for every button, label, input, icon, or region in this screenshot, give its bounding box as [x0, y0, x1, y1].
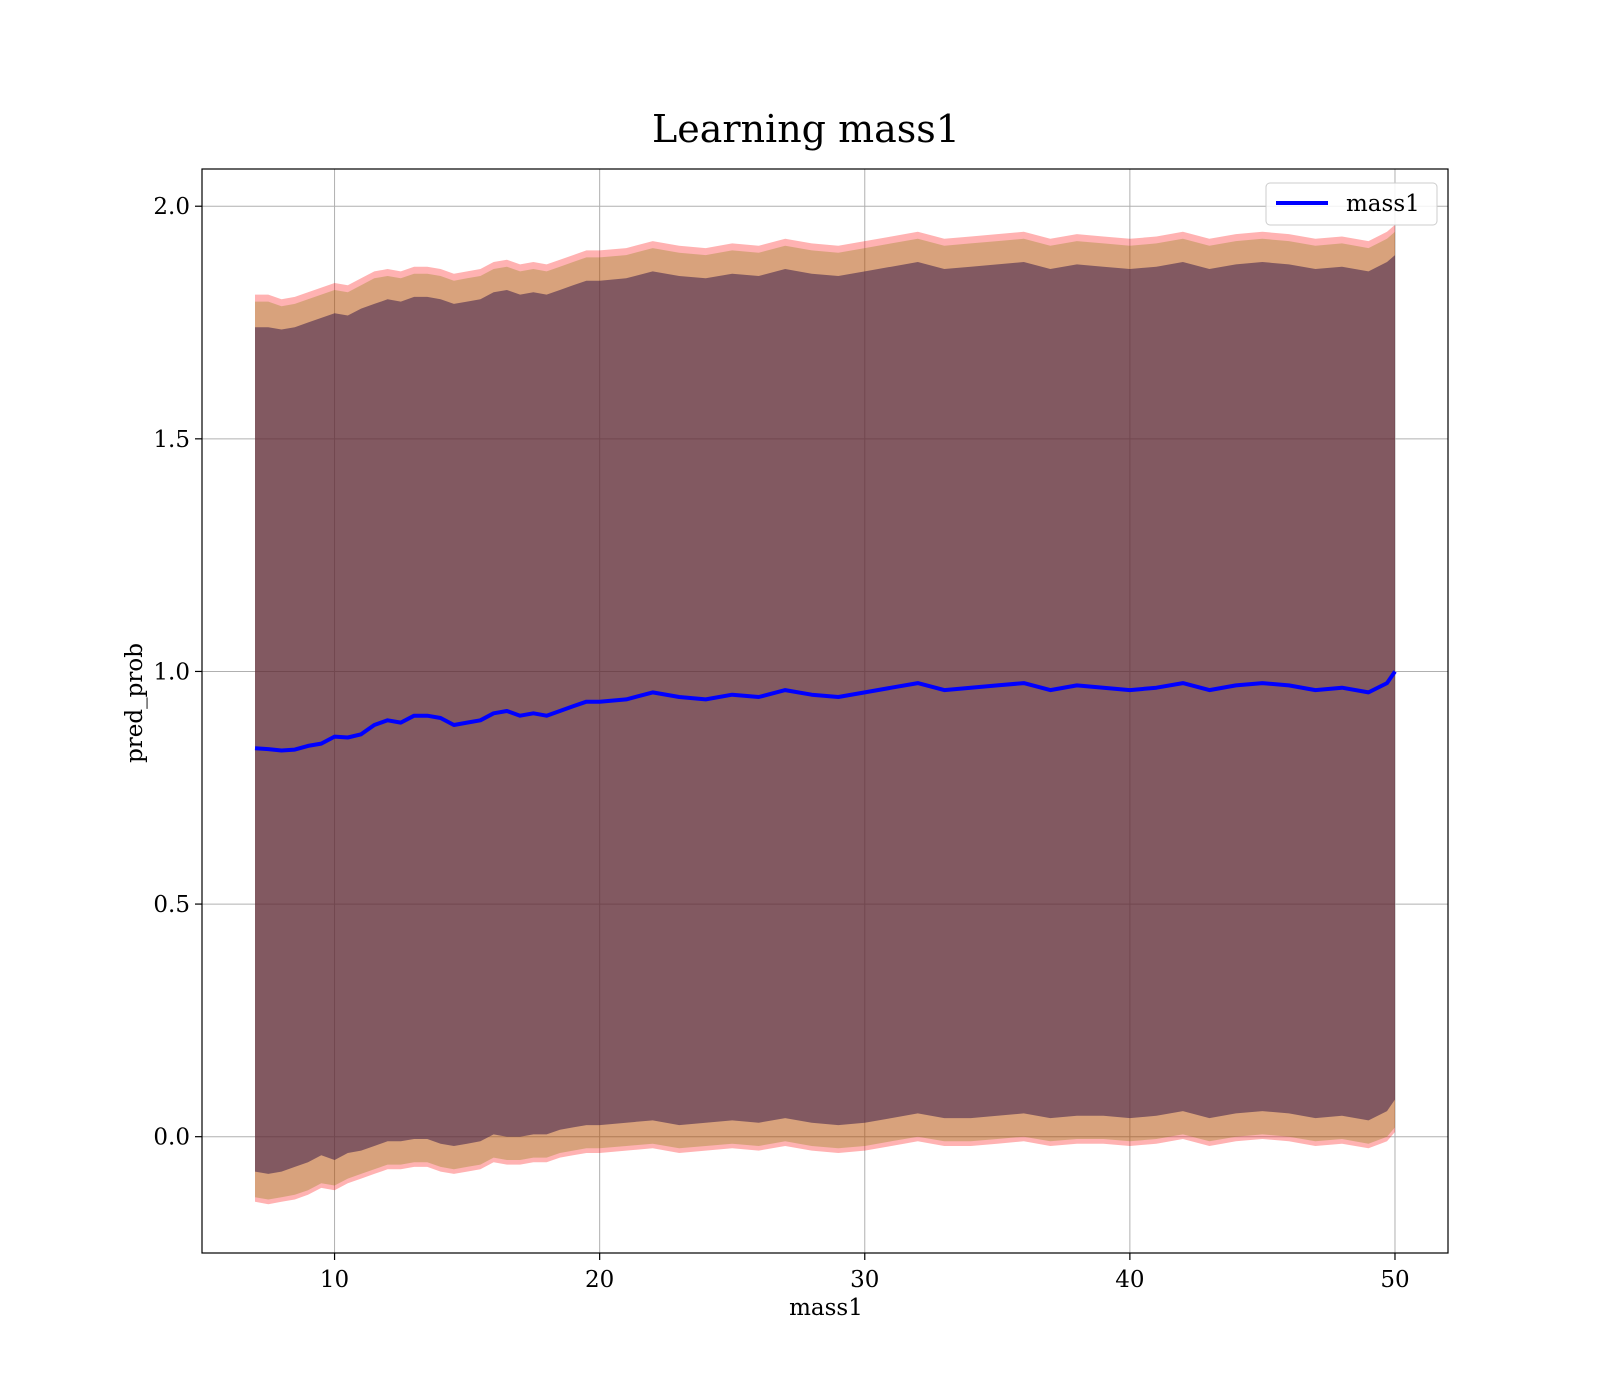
x-tick-label: 30: [850, 1267, 879, 1293]
y-tick-label: 0.0: [153, 1125, 190, 1151]
y-tick-label: 0.5: [153, 892, 190, 918]
confidence-bands: [255, 224, 1395, 1205]
x-tick-label: 20: [585, 1267, 614, 1293]
legend-label-mass1: mass1: [1346, 191, 1420, 217]
y-axis-label: pred_prob: [122, 643, 148, 763]
chart-title: Learning mass1: [652, 107, 960, 151]
legend-box: [1265, 182, 1438, 226]
x-tick-label: 40: [1115, 1267, 1144, 1293]
series-lines: [254, 670, 1397, 753]
axis-ticks: 10 20 30 40 50 0.0 0.5 1.0 1.5 2.0: [153, 194, 1409, 1293]
y-tick-label: 1.0: [153, 659, 190, 685]
x-tick-label: 10: [320, 1267, 349, 1293]
x-tick-label: 50: [1380, 1267, 1409, 1293]
legend: mass1: [1265, 182, 1438, 226]
confidence-band-2: [255, 255, 1395, 1174]
series-line-mass1: [254, 670, 1397, 753]
y-tick-label: 2.0: [153, 194, 190, 220]
x-axis-label: mass1: [789, 1295, 863, 1321]
y-tick-label: 1.5: [153, 427, 190, 453]
plot-area-frame: [201, 168, 1449, 1254]
